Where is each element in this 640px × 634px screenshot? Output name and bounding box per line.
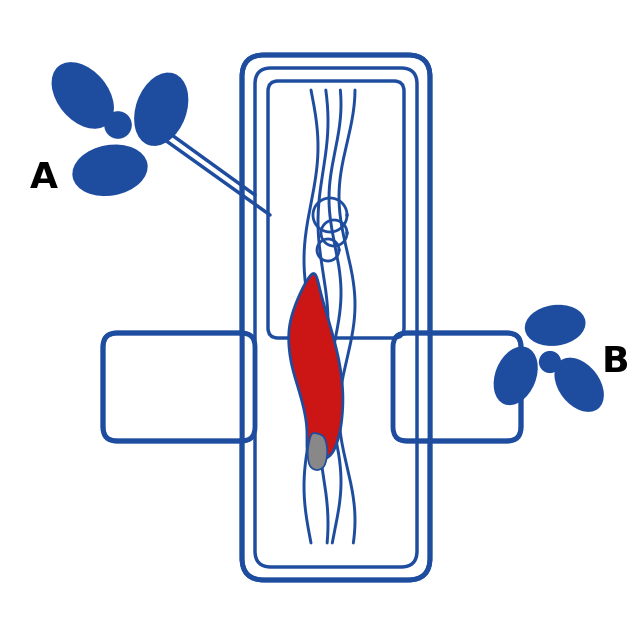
Ellipse shape <box>525 305 586 346</box>
Ellipse shape <box>134 72 188 146</box>
Ellipse shape <box>72 145 148 196</box>
FancyBboxPatch shape <box>242 55 430 580</box>
Circle shape <box>104 111 132 139</box>
Ellipse shape <box>554 358 604 412</box>
Text: B: B <box>602 345 630 379</box>
Circle shape <box>539 351 561 373</box>
Bar <box>245 336 427 438</box>
Ellipse shape <box>493 347 538 405</box>
Text: A: A <box>30 161 58 195</box>
Bar <box>117 334 248 440</box>
Polygon shape <box>289 273 343 462</box>
Polygon shape <box>308 433 327 470</box>
Bar <box>243 334 429 440</box>
Bar <box>396 336 429 438</box>
Bar <box>120 336 243 438</box>
Bar <box>425 334 521 440</box>
Ellipse shape <box>52 62 114 129</box>
FancyBboxPatch shape <box>393 333 521 441</box>
FancyBboxPatch shape <box>103 333 255 441</box>
